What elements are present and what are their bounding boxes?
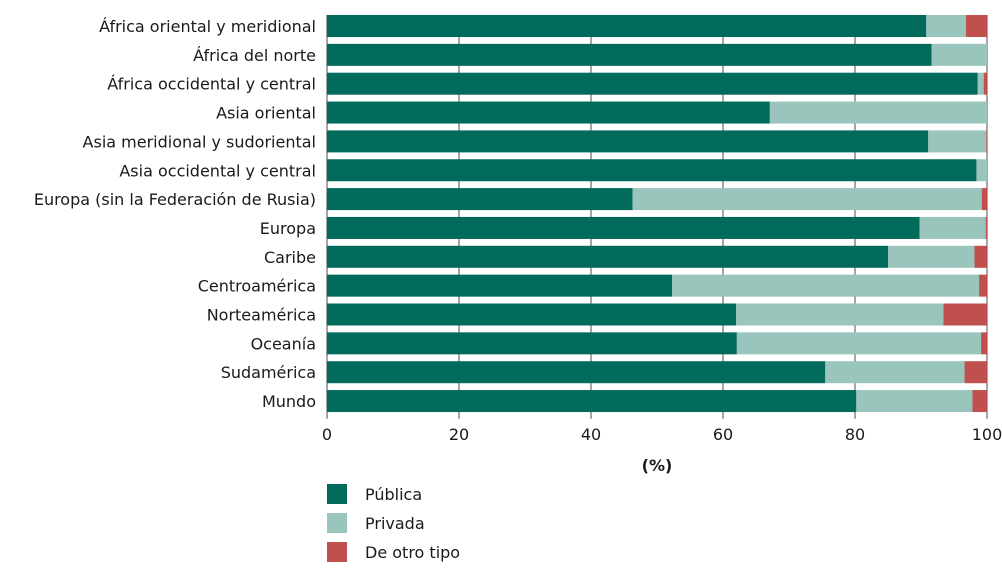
bar-7-series-0 [327, 216, 920, 239]
category-label: Sudamérica [221, 363, 316, 382]
bar-0-series-1 [926, 15, 966, 37]
bar-11-series-1 [736, 332, 982, 355]
bar-10-series-0 [327, 303, 737, 326]
bar-8-series-1 [888, 245, 975, 268]
x-axis-label: (%) [642, 456, 673, 475]
x-tick-label-60: 60 [713, 425, 733, 444]
bar-12-series-1 [825, 361, 965, 384]
bar-4-series-2 [986, 130, 987, 153]
bar-2-series-2 [983, 72, 987, 95]
x-tick-label-0: 0 [322, 425, 332, 444]
category-label: Oceanía [251, 334, 316, 353]
category-labels: África oriental y meridional África del n… [34, 17, 316, 411]
bar-5-series-1 [976, 159, 987, 182]
x-tick-label-80: 80 [845, 425, 865, 444]
bar-6-series-0 [327, 188, 633, 211]
bar-2-series-0 [327, 72, 978, 95]
bar-2-series-1 [977, 72, 984, 95]
bar-10-series-2 [943, 303, 987, 326]
bar-13-series-0 [327, 390, 857, 413]
x-tick-label-100: 100 [972, 425, 1002, 444]
bar-13-series-2 [972, 390, 987, 413]
bar-10-series-1 [736, 303, 944, 326]
bar-1-series-1 [931, 43, 987, 66]
bar-12-series-2 [964, 361, 987, 384]
x-tick-label-20: 20 [449, 425, 469, 444]
category-label: Europa [260, 219, 316, 238]
category-label: Asia occidental y central [119, 161, 316, 180]
bar-9-series-1 [672, 274, 980, 297]
legend-item-de-otro-tipo: De otro tipo [327, 542, 460, 562]
x-tick-label-40: 40 [581, 425, 601, 444]
category-label: Asia meridional y sudoriental [83, 132, 316, 151]
category-label: Caribe [264, 248, 316, 267]
category-label: Asia oriental [216, 104, 316, 123]
legend-label-privada: Privada [365, 513, 425, 533]
category-label: África occidental y central [107, 75, 316, 94]
legend-item-privada: Privada [327, 513, 460, 533]
legend-item-publica: Pública [327, 484, 460, 504]
bar-8-series-2 [974, 245, 987, 268]
category-label: Europa (sin la Federación de Rusia) [34, 190, 316, 209]
x-tick-labels: 0 20 40 60 80 100 [322, 425, 1002, 444]
bar-11-series-2 [981, 332, 987, 355]
legend-label-publica: Pública [365, 484, 423, 504]
bar-13-series-1 [856, 390, 973, 413]
bar-11-series-0 [327, 332, 737, 355]
bar-5-series-0 [327, 159, 977, 182]
bar-1-series-0 [327, 43, 932, 66]
bar-9-series-0 [327, 274, 673, 297]
bar-0-series-2 [965, 15, 987, 37]
category-label: África oriental y meridional [99, 17, 316, 36]
bar-8-series-0 [327, 245, 888, 268]
legend-swatch-privada [327, 513, 347, 533]
category-label: Centroamérica [198, 277, 316, 296]
legend-swatch-de-otro-tipo [327, 542, 347, 562]
bar-4-series-0 [327, 130, 929, 153]
bar-12-series-0 [327, 361, 826, 384]
bar-6-series-2 [981, 188, 987, 211]
legend-swatch-publica [327, 484, 347, 504]
bar-9-series-2 [979, 274, 987, 297]
category-label: Mundo [262, 392, 316, 411]
bar-3-series-0 [327, 101, 770, 124]
category-label: África del norte [193, 46, 316, 65]
bar-0-series-0 [327, 15, 927, 37]
legend-label-de-otro-tipo: De otro tipo [365, 542, 461, 562]
stacked-bar-chart: África oriental y meridional África del n… [34, 15, 1002, 475]
bar-6-series-1 [632, 188, 982, 211]
legend: Pública Privada De otro tipo [327, 484, 460, 571]
bar-7-series-2 [985, 216, 987, 239]
bar-4-series-1 [928, 130, 987, 153]
bar-7-series-1 [919, 216, 986, 239]
bar-3-series-1 [769, 101, 987, 124]
category-label: Norteamérica [207, 306, 316, 325]
bars [327, 15, 987, 413]
